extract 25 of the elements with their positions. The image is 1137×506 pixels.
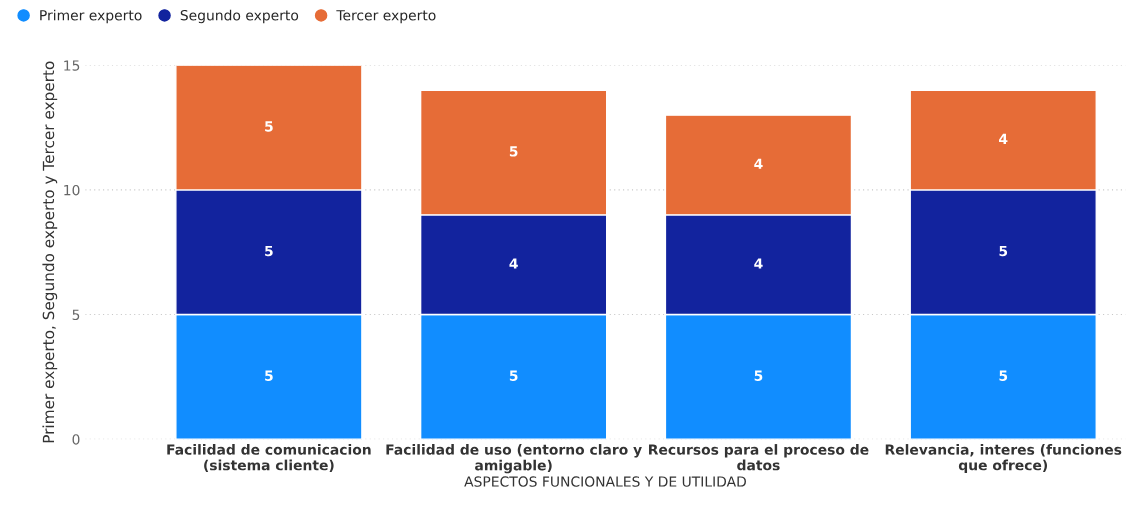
legend-label: Primer experto [40,9,142,24]
legend-label: Segundo experto [180,9,299,24]
data-label: 5 [509,146,518,157]
x-tick-label: Facilidad de uso (entorno claro y amigable) [386,444,642,474]
data-label: 5 [265,121,273,132]
data-label: 5 [999,245,1008,257]
legend-label: Tercer experto [336,10,436,24]
data-label: 5 [265,370,273,381]
x-tick-label: Facilidad de comunicacion (sistema cliente) [167,444,371,473]
data-label: 4 [509,258,518,269]
x-tick-label: Recursos para el proceso de datos [649,444,869,471]
data-label: 5 [265,245,273,257]
data-label: 5 [999,370,1008,381]
data-label: 4 [754,158,763,169]
y-tick-label: 0 [72,434,80,445]
data-label: 4 [754,258,763,269]
x-tick-label: Relevancia, interes (funciones que ofrece) [885,444,1122,474]
y-axis-title: Primer experto, Segundo experto y Tercer experto [42,61,58,443]
data-label: 5 [509,370,518,381]
y-tick-label: 10 [64,184,80,196]
y-tick-label: 15 [64,60,80,71]
data-label: 5 [754,370,763,381]
data-label: 4 [999,133,1008,144]
y-tick-label: 5 [72,309,80,321]
x-axis-title: ASPECTOS FUNCIONALES Y DE UTILIDAD [464,476,746,487]
